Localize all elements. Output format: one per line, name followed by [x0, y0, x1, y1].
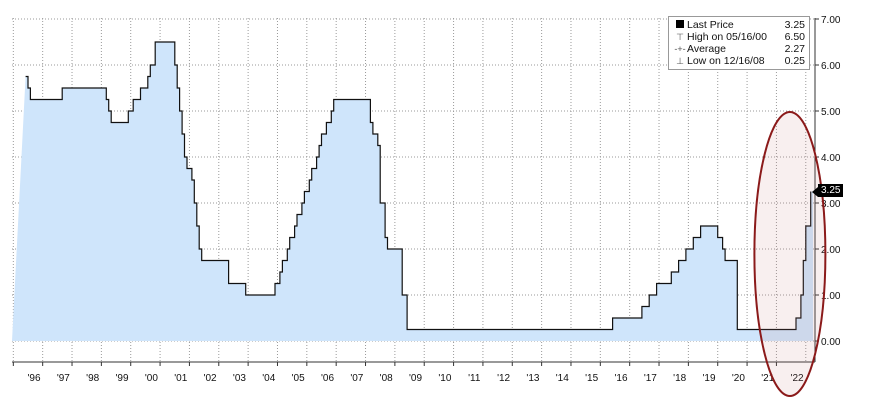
- legend-row-last-price: Last Price 3.25: [673, 19, 805, 31]
- x-tick-label: '02: [204, 373, 217, 384]
- legend-row-high: ⊤ High on 05/16/00 6.50: [673, 31, 805, 43]
- legend-value: 3.25: [784, 19, 805, 31]
- legend-row-average: -+- Average 2.27: [673, 43, 805, 55]
- x-tick-label: '08: [380, 373, 393, 384]
- x-tick-label: '10: [438, 373, 451, 384]
- x-tick-label: '11: [468, 373, 481, 384]
- x-tick-label: '97: [57, 373, 70, 384]
- x-tick-label: '12: [497, 373, 510, 384]
- x-tick-label: '21: [761, 373, 774, 384]
- high-marker-icon: ⊤: [676, 32, 684, 42]
- x-tick-label: '09: [409, 373, 422, 384]
- x-tick-label: '13: [526, 373, 539, 384]
- x-tick-label: '15: [585, 373, 598, 384]
- x-tick-label: '99: [116, 373, 129, 384]
- y-tick-label: 5.00: [821, 107, 841, 118]
- y-tick-label: 4.00: [821, 153, 841, 164]
- y-tick-label: 7.00: [821, 15, 841, 26]
- legend-label: Average: [687, 43, 726, 55]
- x-tick-label: '01: [174, 373, 187, 384]
- y-tick-label: 0.00: [821, 337, 841, 348]
- x-tick-label: '16: [614, 373, 627, 384]
- x-tick-label: '00: [145, 373, 158, 384]
- last-price-square-icon: [673, 19, 687, 31]
- average-marker-icon: -+-: [674, 44, 686, 54]
- tick-labels: 0.00 1.00 2.00 3.00 4.00 5.00 6.00 7.00 '96 '97 '9…: [12, 15, 841, 384]
- y-tick-label: 2.00: [821, 245, 841, 256]
- legend-label: High on 05/16/00: [687, 31, 767, 43]
- legend-label: Last Price: [687, 19, 734, 31]
- last-value-tag: 3.25: [811, 184, 844, 197]
- low-marker-icon: ⊥: [676, 56, 684, 66]
- x-tick-label: '19: [703, 373, 716, 384]
- legend-label: Low on 12/16/08: [687, 55, 765, 67]
- x-tick-label: '05: [292, 373, 305, 384]
- last-price-area: [12, 42, 814, 341]
- legend-value: 0.25: [784, 55, 805, 67]
- last-price-line: [25, 41, 812, 331]
- legend: Last Price 3.25 ⊤ High on 05/16/00 6.50 …: [668, 16, 810, 70]
- x-tick-label: '98: [86, 373, 99, 384]
- x-tick-label: '04: [262, 373, 275, 384]
- x-tick-label: '07: [350, 373, 363, 384]
- legend-row-low: ⊥ Low on 12/16/08 0.25: [673, 55, 805, 67]
- legend-value: 2.27: [784, 43, 805, 55]
- y-tick-label: 1.00: [821, 291, 841, 302]
- x-tick-label: '14: [556, 373, 569, 384]
- x-tick-label: '96: [27, 373, 40, 384]
- y-tick-label: 6.00: [821, 61, 841, 72]
- x-tick-label: '03: [233, 373, 246, 384]
- x-tick-label: '20: [732, 373, 745, 384]
- legend-value: 6.50: [784, 31, 805, 43]
- x-tick-label: '06: [321, 373, 334, 384]
- x-tick-label: '22: [791, 373, 804, 384]
- x-tick-label: '18: [673, 373, 686, 384]
- y-tick-label: 3.00: [821, 199, 841, 210]
- x-tick-label: '17: [644, 373, 657, 384]
- highlight-ellipse: [753, 111, 827, 397]
